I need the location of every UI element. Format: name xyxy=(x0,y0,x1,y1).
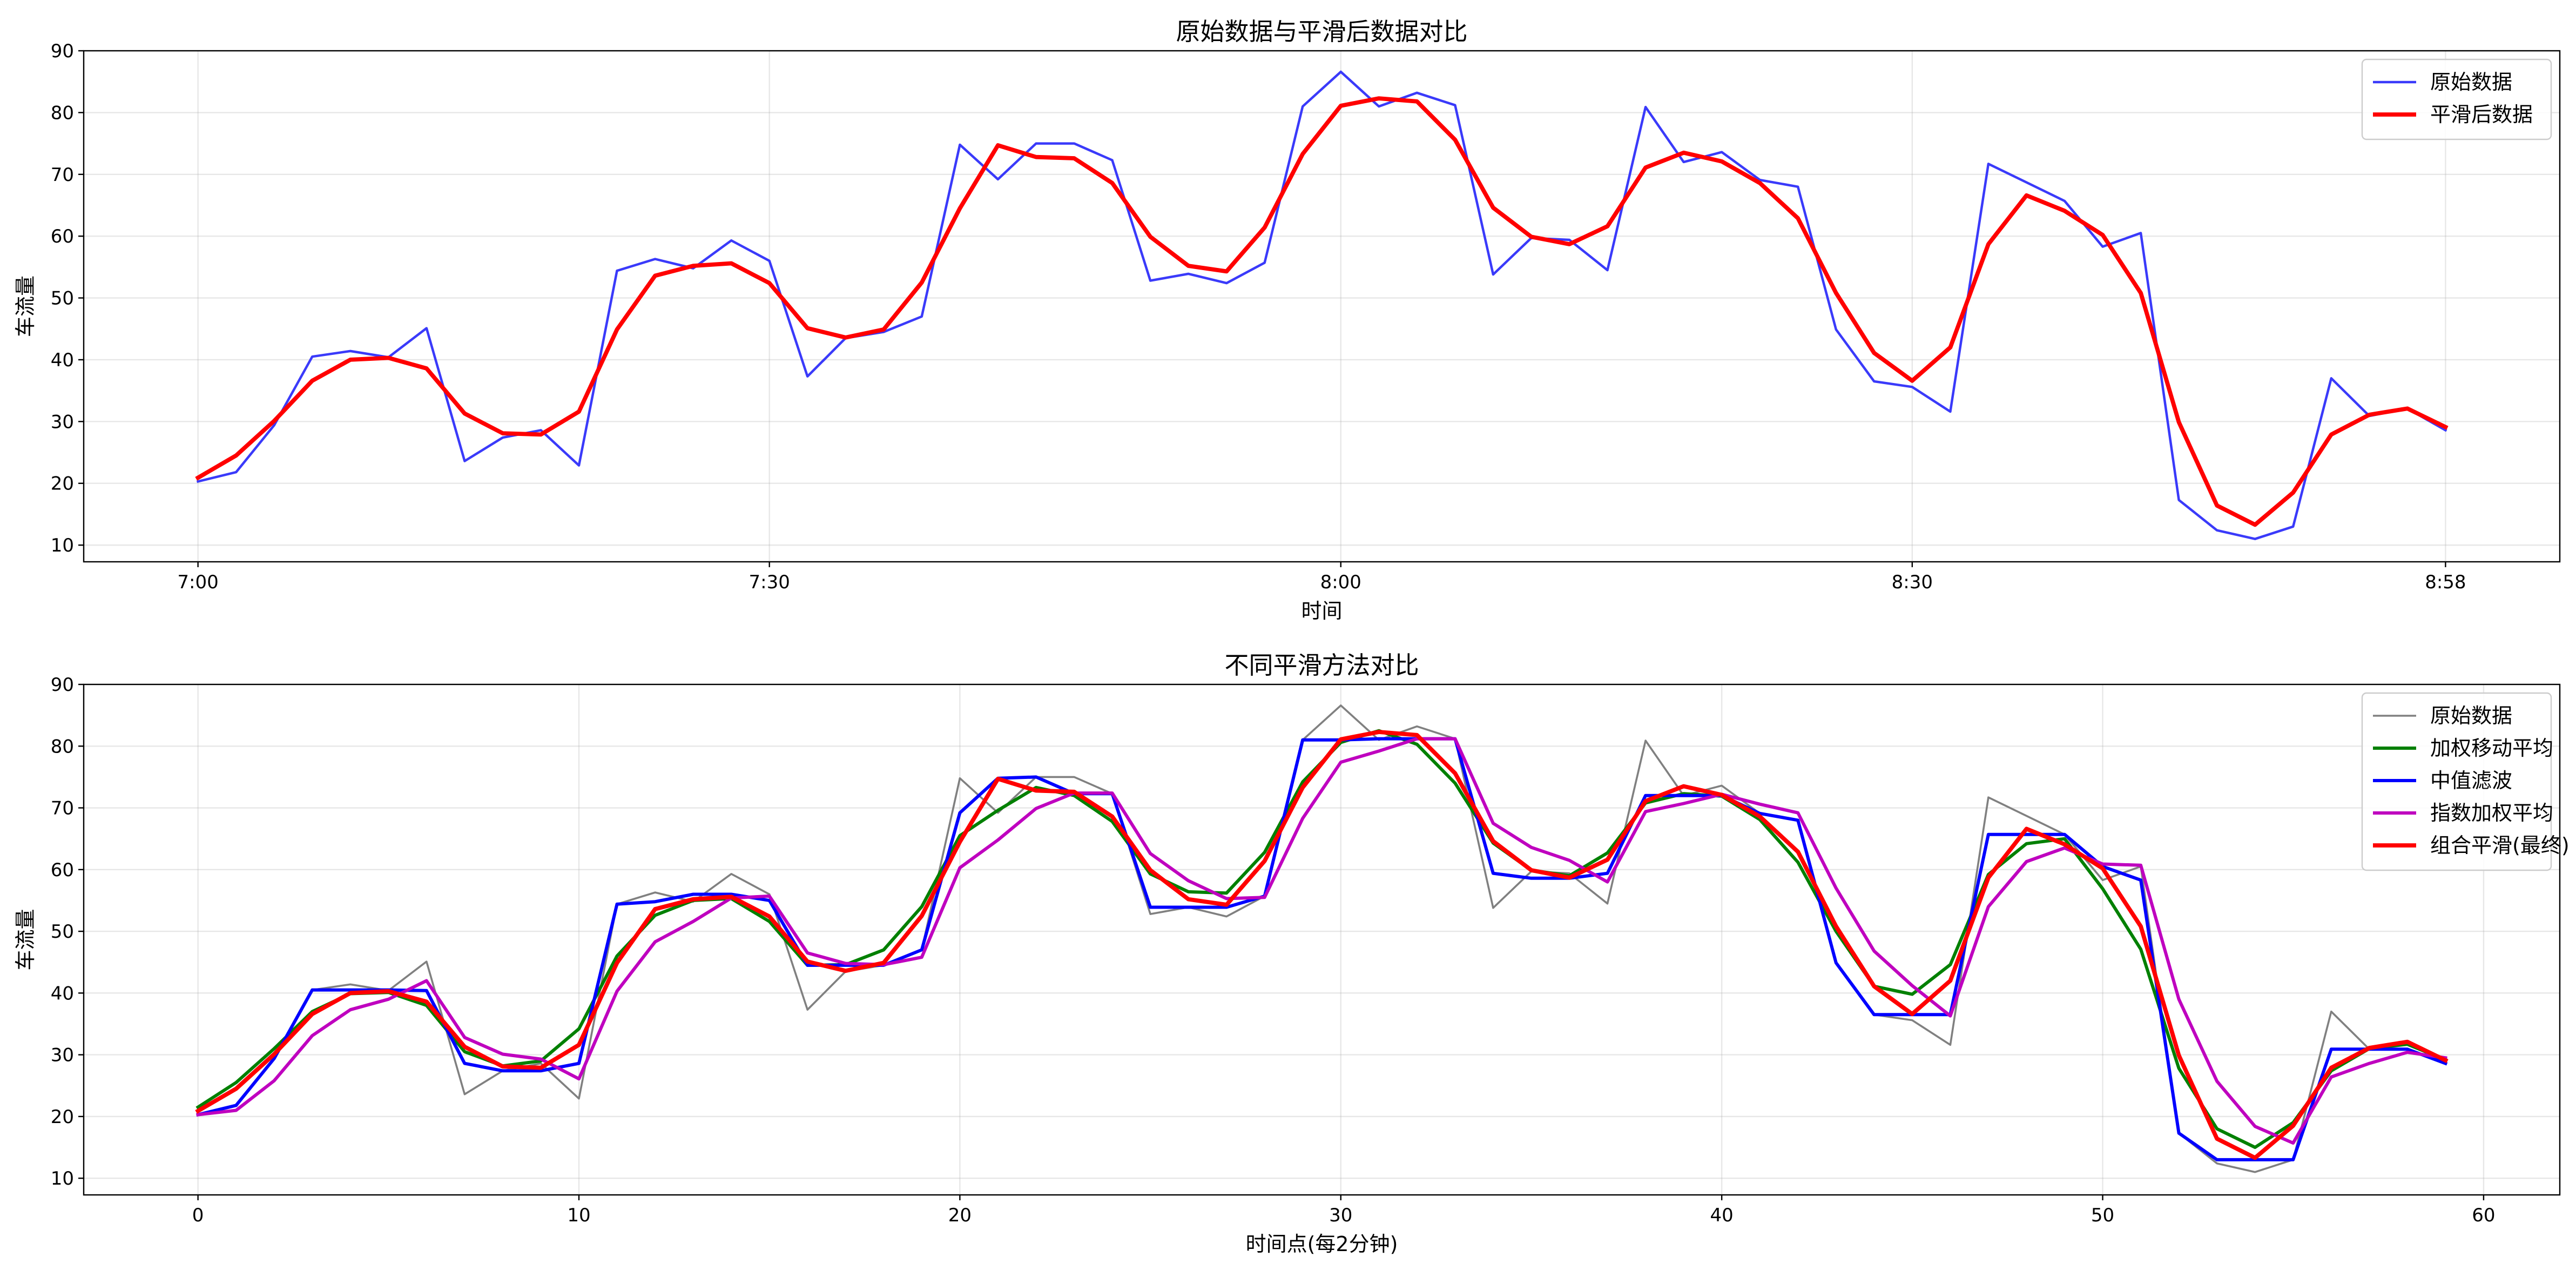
x-tick-label: 30 xyxy=(1329,1205,1352,1226)
legend-label: 指数加权平均 xyxy=(2430,801,2553,825)
y-tick-label: 20 xyxy=(51,1106,74,1128)
panel-1 xyxy=(78,50,2561,567)
legend-label: 加权移动平均 xyxy=(2430,736,2553,760)
panel-2 xyxy=(78,683,2561,1200)
x-tick-label: 7:30 xyxy=(749,572,790,593)
y-tick-label: 50 xyxy=(51,921,74,943)
y-tick-label: 80 xyxy=(51,102,74,124)
axes-frame xyxy=(83,50,2561,563)
series-line-3 xyxy=(195,737,2448,1161)
y-tick-label: 60 xyxy=(51,226,74,247)
y-tick-label: 30 xyxy=(51,411,74,433)
y-tick-label: 10 xyxy=(51,1168,74,1189)
y-tick-label: 40 xyxy=(51,983,74,1004)
x-tick-label: 0 xyxy=(192,1205,204,1226)
chart-title: 不同平滑方法对比 xyxy=(1224,651,1419,680)
legend-label: 原始数据 xyxy=(2430,70,2512,94)
series-line-1 xyxy=(196,70,2447,540)
x-tick-label: 20 xyxy=(948,1205,972,1226)
x-tick-label: 10 xyxy=(567,1205,590,1226)
legend-label: 中值滤波 xyxy=(2430,769,2512,792)
legend-label: 组合平滑(最终) xyxy=(2430,834,2570,857)
y-axis-label: 车流量 xyxy=(14,909,37,970)
x-tick-label: 7:00 xyxy=(177,572,218,593)
x-tick-label: 40 xyxy=(1710,1205,1734,1226)
legend-label: 原始数据 xyxy=(2430,704,2512,728)
y-tick-label: 90 xyxy=(51,41,74,62)
legend-label: 平滑后数据 xyxy=(2430,103,2533,126)
y-tick-label: 40 xyxy=(51,350,74,371)
x-tick-label: 8:58 xyxy=(2425,572,2466,593)
y-tick-label: 10 xyxy=(51,535,74,556)
chart-title: 原始数据与平滑后数据对比 xyxy=(1176,17,1467,46)
y-tick-label: 70 xyxy=(51,798,74,819)
series-line-1 xyxy=(197,704,2447,1173)
series-line-2 xyxy=(195,96,2449,527)
x-axis-label: 时间 xyxy=(1301,599,1342,623)
y-tick-label: 20 xyxy=(51,473,74,495)
x-tick-label: 60 xyxy=(2472,1205,2495,1226)
x-axis-label: 时间点(每2分钟) xyxy=(1246,1232,1398,1256)
y-tick-label: 50 xyxy=(51,288,74,310)
legend-box xyxy=(2361,692,2552,871)
y-tick-label: 60 xyxy=(51,859,74,881)
series-line-5 xyxy=(195,730,2449,1160)
x-tick-label: 8:30 xyxy=(1892,572,1933,593)
y-tick-label: 90 xyxy=(51,674,74,696)
x-tick-label: 50 xyxy=(2091,1205,2114,1226)
legend-box xyxy=(2361,58,2552,140)
y-tick-label: 30 xyxy=(51,1045,74,1066)
y-axis-label: 车流量 xyxy=(14,275,37,337)
y-tick-label: 80 xyxy=(51,736,74,757)
axes-frame xyxy=(83,683,2561,1196)
x-tick-label: 8:00 xyxy=(1320,572,1361,593)
y-tick-label: 70 xyxy=(51,164,74,186)
